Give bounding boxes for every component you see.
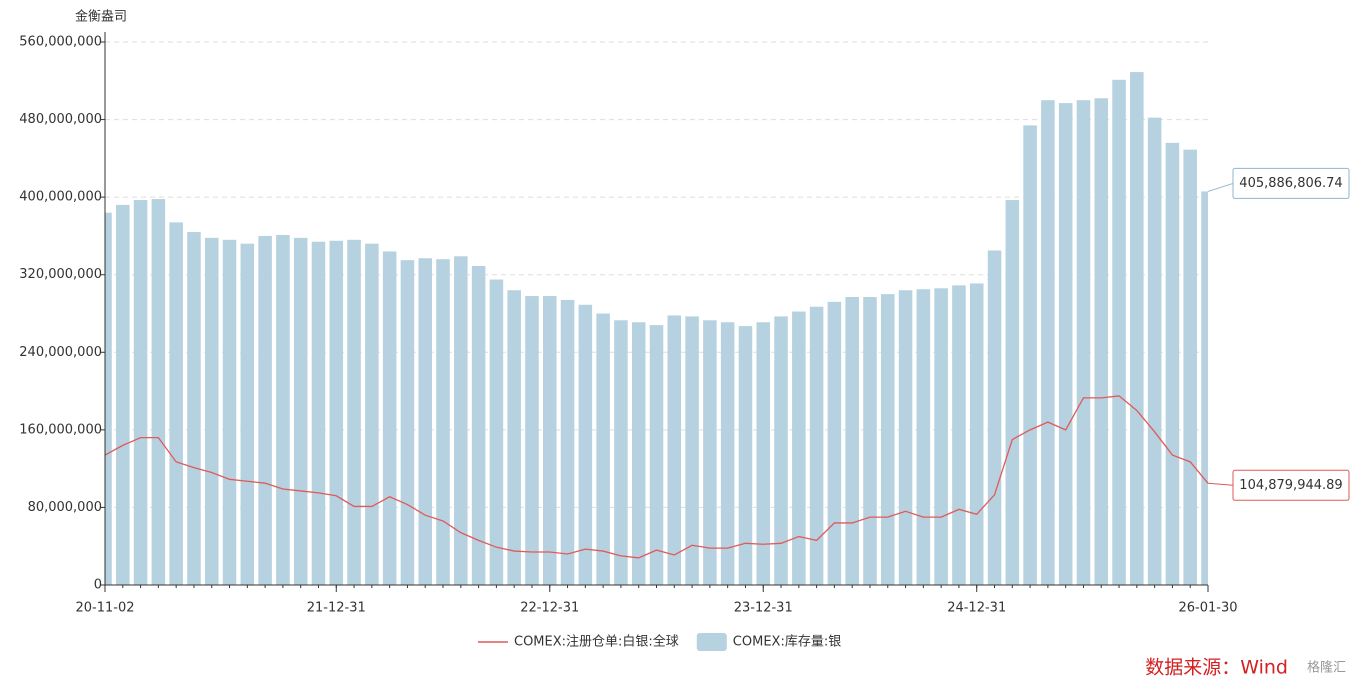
bar [1094, 98, 1109, 585]
bar [756, 322, 771, 585]
bar [258, 235, 272, 585]
bar [1147, 117, 1162, 585]
bar [116, 204, 130, 585]
bar [952, 285, 966, 585]
x-tick-label: 20-11-02 [75, 601, 134, 616]
source: 数据来源：Wind [1145, 657, 1288, 679]
bar [1165, 142, 1180, 586]
bar [614, 320, 628, 585]
bar [347, 239, 361, 586]
end-label-box [1232, 469, 1350, 501]
bar [169, 222, 183, 585]
bar [1201, 191, 1208, 585]
bar [418, 258, 432, 585]
line [104, 395, 1209, 559]
bar [667, 315, 682, 585]
bar [1041, 100, 1055, 585]
y-tick-label: 320,000,000 [19, 267, 102, 282]
bar [1130, 72, 1144, 585]
bar [311, 241, 326, 585]
bar [934, 288, 948, 585]
bar [1058, 103, 1073, 586]
bar [827, 301, 842, 585]
bar [542, 296, 557, 585]
bar [105, 212, 112, 585]
end-label: 104,879,944.89 [1239, 478, 1342, 493]
bar [222, 239, 237, 586]
x-tick-label: 23-12-31 [734, 601, 793, 616]
legend-label: COMEX:库存量:银 [733, 634, 841, 650]
y-tick-label: 400,000,000 [19, 190, 102, 205]
y-tick-label: 160,000,000 [19, 422, 102, 437]
end-label: 405,886,806.74 [1239, 176, 1342, 191]
bar [596, 313, 610, 585]
bar [649, 325, 664, 585]
bar [1183, 149, 1197, 585]
y-tick-label: 80,000,000 [28, 500, 102, 515]
x-tick-label: 26-01-30 [1178, 601, 1237, 616]
bar [133, 200, 148, 585]
bar [151, 199, 166, 585]
bar [809, 306, 824, 585]
y-tick-label: 240,000,000 [19, 345, 102, 360]
bar [774, 316, 788, 585]
label-leader [1207, 482, 1234, 486]
bar [204, 237, 219, 585]
y-tick-label: 0 [94, 578, 102, 593]
bar [578, 304, 593, 585]
bar [1005, 200, 1020, 585]
y-tick-label: 560,000,000 [19, 35, 102, 50]
bar [365, 243, 379, 585]
bar [489, 279, 504, 585]
bar [471, 265, 486, 585]
y-axis-label: 金衡盎司 [75, 9, 127, 25]
bar [1112, 79, 1126, 585]
bar [276, 234, 290, 585]
bar [507, 290, 521, 585]
bar [560, 299, 575, 585]
bar [916, 289, 931, 585]
bar [329, 240, 344, 585]
bar [454, 256, 468, 585]
bar [685, 316, 699, 585]
bar [631, 322, 646, 585]
bar [969, 283, 984, 585]
bar [881, 294, 895, 585]
bar [898, 290, 913, 585]
bar [1076, 100, 1091, 585]
bar [987, 250, 1002, 586]
bar [863, 297, 877, 585]
legend-swatch [696, 633, 727, 651]
bar [525, 296, 539, 585]
legend-label: COMEX:注册仓单:白银:全球 [514, 634, 679, 650]
bar [720, 322, 735, 585]
bar [240, 243, 255, 585]
bar [1023, 125, 1037, 585]
bar [703, 320, 717, 585]
bar [400, 260, 415, 585]
bar [436, 259, 450, 585]
bar [845, 297, 859, 585]
bar [187, 232, 201, 586]
bar [792, 311, 806, 585]
x-tick-label: 24-12-31 [947, 601, 1006, 616]
end-label-box [1232, 167, 1350, 199]
bar [382, 251, 397, 585]
x-tick-label: 22-12-31 [520, 601, 579, 616]
y-tick-label: 480,000,000 [19, 112, 102, 127]
x-tick-label: 21-12-31 [307, 601, 366, 616]
label-leader [1207, 182, 1234, 192]
watermark: 格隆汇 [1307, 660, 1346, 676]
bar [293, 237, 308, 585]
bar [738, 326, 753, 585]
